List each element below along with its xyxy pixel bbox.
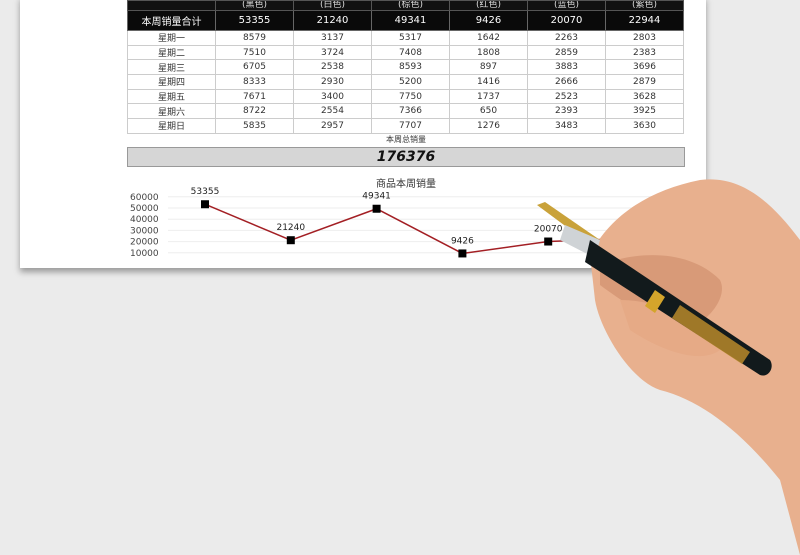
table-cell: 49341 — [371, 10, 450, 31]
table-cell: 7750 — [371, 88, 450, 105]
table-cell: 897 — [449, 59, 528, 76]
header-row: (黑色) (白色) (棕色) (红色) (蓝色) (紫色) — [127, 0, 684, 11]
table-row: 星期六 8722 2554 7366 650 2393 3925 — [127, 103, 684, 120]
y-tick-label: 10000 — [130, 249, 159, 259]
table-row: 星期五 7671 3400 7750 1737 2523 3628 — [127, 88, 684, 105]
sales-table: (黑色) (白色) (棕色) (红色) (蓝色) (紫色) 本周销量合计 53355 21240… — [127, 0, 684, 134]
weekly-total-value: 176376 — [127, 147, 685, 167]
table-cell: 2538 — [293, 59, 372, 76]
table-cell: 3925 — [605, 103, 684, 120]
y-tick-label: 60000 — [130, 193, 159, 203]
y-tick-label: 50000 — [130, 204, 159, 214]
y-tick-label: 30000 — [130, 226, 159, 236]
chart-title: 商品本周销量 — [376, 179, 436, 190]
table-cell: 3628 — [605, 88, 684, 105]
data-label: 49341 — [362, 192, 391, 202]
table-row: 星期三 6705 2538 8593 897 3883 3696 — [127, 59, 684, 76]
data-label: 53355 — [191, 187, 220, 197]
table-row: 星期四 8333 2930 5200 1416 2666 2879 — [127, 74, 684, 90]
table-cell: 8722 — [215, 103, 294, 120]
data-point — [458, 249, 467, 258]
data-point — [286, 236, 295, 245]
table-row: 星期日 5835 2957 7707 1276 3483 3630 — [127, 118, 684, 134]
table-cell: 星期日 — [127, 118, 216, 134]
y-tick-label: 20000 — [130, 238, 159, 248]
table-cell: 2879 — [605, 74, 684, 90]
table-cell: 1737 — [449, 88, 528, 105]
table-cell: 5835 — [215, 118, 294, 134]
table-cell: 7366 — [371, 103, 450, 120]
data-label: 9426 — [451, 236, 474, 246]
table-cell: 2930 — [293, 74, 372, 90]
table-cell: 3696 — [605, 59, 684, 76]
table-cell: 22944 — [605, 10, 684, 31]
table-cell: 8593 — [371, 59, 450, 76]
table-cell: 本周销量合计 — [127, 10, 216, 31]
table-cell: 9426 — [449, 10, 528, 31]
data-label: 20070 — [534, 225, 563, 235]
data-point — [201, 200, 209, 209]
table-cell: 53355 — [215, 10, 294, 31]
total-row: 本周销量合计 53355 21240 49341 9426 20070 22944 — [127, 10, 684, 31]
table-cell: 8333 — [215, 74, 294, 90]
y-tick-label: 40000 — [130, 215, 159, 225]
table-cell: 20070 — [527, 10, 606, 31]
table-row: 星期一 8579 3137 5317 1642 2263 2803 — [127, 30, 684, 46]
weekly-total-label: 本周总销量 — [386, 135, 426, 144]
table-cell: 3630 — [605, 118, 684, 134]
data-point — [372, 204, 381, 213]
data-label: 21240 — [276, 223, 305, 233]
table-cell: 3883 — [527, 59, 606, 76]
data-point — [544, 237, 553, 246]
table-cell: 21240 — [293, 10, 372, 31]
table-cell: 2957 — [293, 118, 372, 134]
